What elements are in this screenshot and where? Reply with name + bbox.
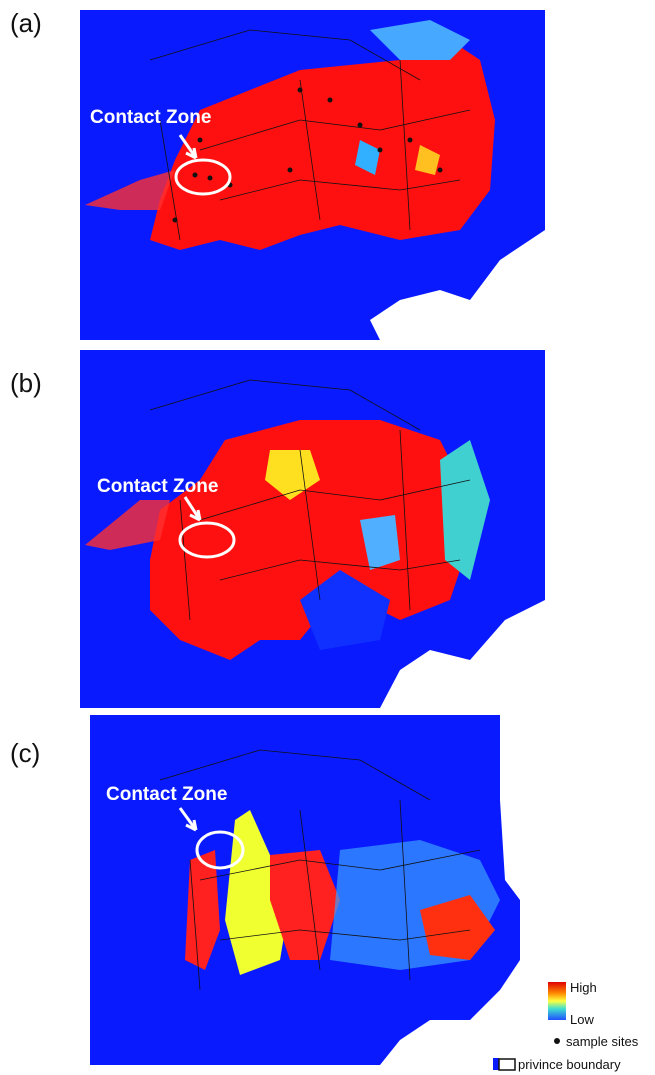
panel-label: (a) [10, 8, 42, 38]
annotation: Contact Zone [97, 476, 218, 497]
boundary-symbol [499, 1059, 515, 1070]
figure: (a) Contact Zone (b) Contact Zone (c) Co… [0, 0, 655, 1075]
legend-boundary: privince boundary [518, 1057, 621, 1072]
panel-label: (c) [10, 738, 40, 768]
map-a [80, 10, 545, 340]
annotation: Contact Zone [90, 107, 211, 128]
legend-high: High [570, 980, 597, 995]
legend-low: Low [570, 1012, 594, 1027]
panel-label: (b) [10, 368, 42, 398]
site-symbol [554, 1038, 560, 1044]
map-b [80, 350, 545, 708]
map-c [90, 715, 520, 1065]
annotation: Contact Zone [106, 784, 227, 805]
legend-sites: sample sites [566, 1034, 639, 1049]
boundary-fill [493, 1058, 499, 1070]
color-bar [548, 982, 566, 1020]
